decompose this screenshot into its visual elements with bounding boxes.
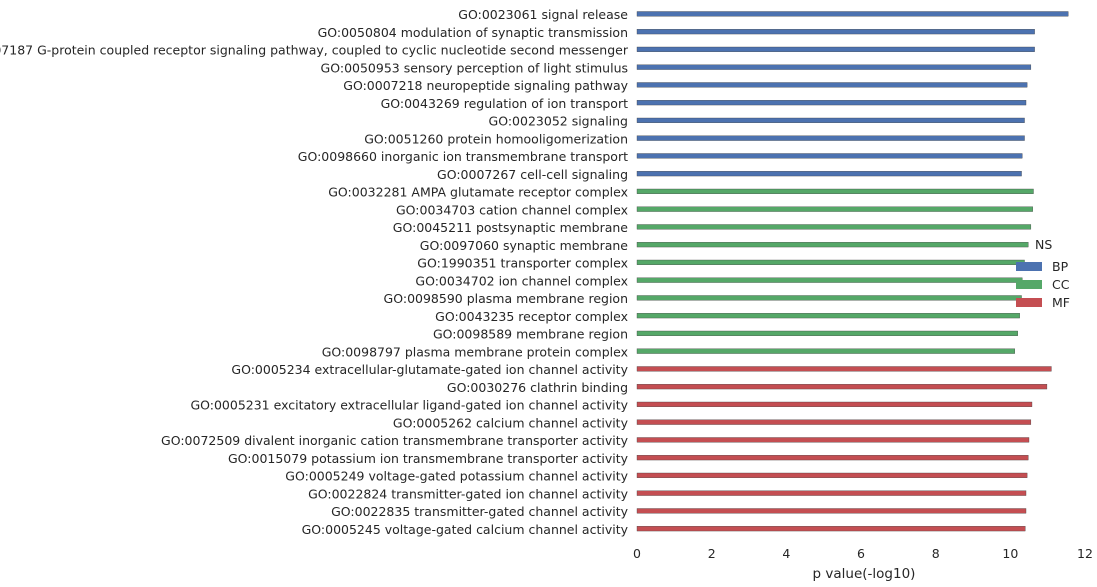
x-axis-ticks: 0 2 4 6 8 10 12 [633,546,1093,561]
bar-cc [636,259,1025,265]
category-label: GO:0051260 protein homooligomerization [364,131,628,146]
category-label: GO:0045211 postsynaptic membrane [393,220,629,235]
bar-cc [636,242,1029,248]
category-label: GO:0043235 receptor complex [435,309,628,324]
category-label: GO:0098590 plasma membrane region [384,291,628,306]
category-label: GO:0032281 AMPA glutamate receptor compl… [328,185,628,200]
category-label: GO:0097060 synaptic membrane [420,238,629,253]
category-label: GO:0043269 regulation of ion transport [381,96,629,111]
legend-swatch-cc [1016,280,1042,289]
category-label: GO:0005249 voltage-gated potassium chann… [285,469,628,484]
bar-cc [636,188,1034,194]
bar-bp [636,135,1025,141]
category-label: GO:0023052 signaling [489,114,628,129]
bar-bp [636,64,1032,70]
bar-mf [636,366,1052,372]
legend: NS BP CC MF [1016,237,1070,310]
category-label: GO:0098797 plasma membrane protein compl… [322,344,628,359]
bar-bp [636,171,1022,177]
bar-bp [636,29,1035,35]
category-label: GO:1990351 transporter complex [417,256,628,271]
category-label: GO:0007218 neuropeptide signaling pathwa… [343,78,628,93]
bar-bp [636,82,1028,88]
category-label: GO:0050804 modulation of synaptic transm… [318,25,628,40]
x-tick-label: 10 [1002,546,1018,561]
category-label: GO:0098589 membrane region [433,327,628,342]
bar-cc [636,295,1022,301]
bar-cc [636,348,1015,354]
bar-cc [636,330,1018,336]
x-tick-label: 6 [857,546,865,561]
legend-swatch-mf [1016,298,1042,307]
bar-mf [636,472,1028,478]
category-label: GO:0005231 excitatory extracellular liga… [190,398,628,413]
bar-mf [636,437,1030,443]
bar-mf [636,455,1029,461]
category-label: GO:0005234 extracellular-glutamate-gated… [231,362,628,377]
x-tick-label: 8 [932,546,940,561]
bar-cc [636,224,1032,230]
bar-cc [636,277,1023,283]
legend-swatch-bp [1016,262,1042,271]
bar-bp [636,100,1027,106]
category-label: GO:0030276 clathrin binding [447,380,628,395]
category-label: GO:0034702 ion channel complex [415,273,628,288]
bar-bp [636,117,1025,123]
x-tick-label: 4 [782,546,790,561]
bar-mf [636,384,1048,390]
bar-cc [636,313,1020,319]
category-label: GO:0005262 calcium channel activity [393,415,629,430]
bar-mf [636,526,1026,532]
bar-bp [636,153,1023,159]
category-label: GO:0022824 transmitter-gated ion channel… [308,486,629,501]
category-label: GO:0005245 voltage-gated calcium channel… [302,522,629,537]
category-label: GO:0007187 G-protein coupled receptor si… [0,43,629,58]
bar-cc [636,206,1033,212]
legend-label-cc: CC [1052,277,1070,292]
x-axis-label: p value(-log10) [813,566,916,582]
category-label: GO:0015079 potassium ion transmembrane t… [228,451,629,466]
legend-label-mf: MF [1052,295,1070,310]
category-label: GO:0023061 signal release [458,7,628,22]
category-label: GO:0072509 divalent inorganic cation tra… [161,433,629,448]
bar-mf [636,490,1027,496]
bar-mf [636,508,1027,514]
bars [636,11,1069,532]
x-tick-label: 12 [1077,546,1093,561]
category-label: GO:0022835 transmitter-gated channel act… [331,504,628,519]
category-label: GO:0007267 cell-cell signaling [437,167,628,182]
x-tick-label: 0 [633,546,641,561]
bar-mf [636,401,1033,407]
legend-label-bp: BP [1052,259,1069,274]
bar-mf [636,419,1032,425]
bar-bp [636,11,1069,17]
bar-bp [636,46,1035,52]
x-tick-label: 2 [708,546,716,561]
category-label: GO:0098660 inorganic ion transmembrane t… [298,149,628,164]
category-label: GO:0050953 sensory perception of light s… [321,60,628,75]
category-label: GO:0034703 cation channel complex [396,202,628,217]
legend-title: NS [1035,237,1052,252]
category-labels: GO:0023061 signal release GO:0050804 modu… [0,7,629,537]
